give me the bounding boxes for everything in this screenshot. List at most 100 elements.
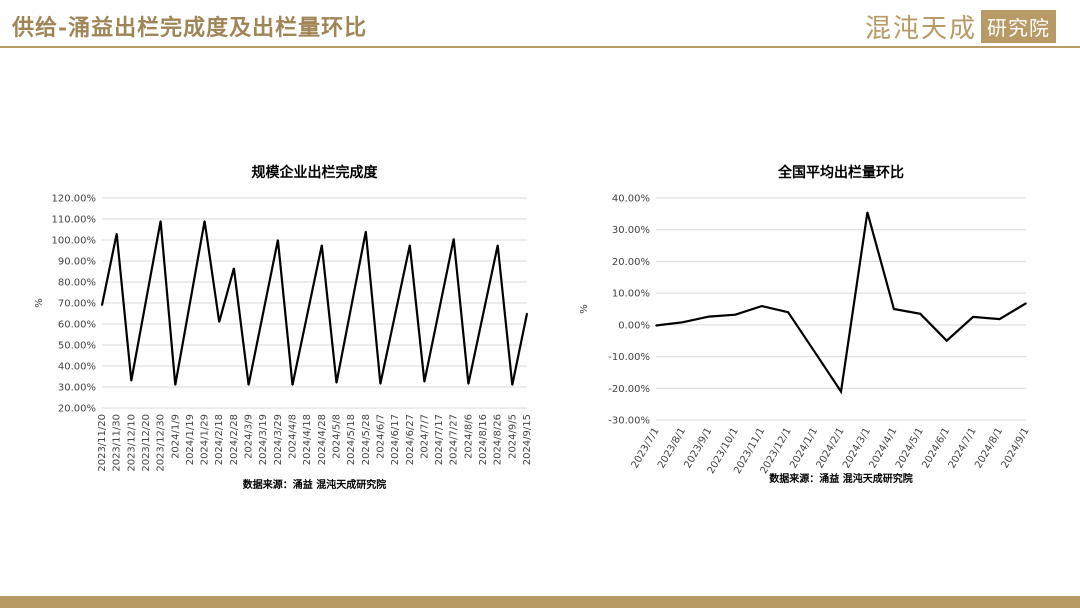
data-point [813, 351, 816, 353]
data-point [467, 383, 470, 385]
x-tick-label: 2024/6/27 [405, 414, 416, 465]
data-point [998, 318, 1001, 320]
x-tick-label: 2024/6/17 [390, 414, 401, 465]
brand-logo: 混沌天成 研究院 [865, 8, 1056, 45]
y-tick-label: 60.00% [58, 320, 96, 331]
x-tick-label: 2023/12/30 [156, 414, 167, 472]
y-tick-label: 30.00% [58, 383, 96, 394]
chart-title: 规模企业出栏完成度 [252, 164, 379, 181]
x-tick-label: 2024/2/18 [214, 414, 225, 465]
y-tick-label: 50.00% [58, 341, 96, 352]
data-point [734, 313, 737, 316]
series-line [655, 212, 1027, 395]
output-mom-chart: 全国平均出栏量环比 -30.00% -20.00% -10.00% 0.00% 10.00… [579, 164, 1032, 485]
data-point [379, 383, 382, 385]
data-point [233, 267, 235, 270]
data-point [945, 339, 948, 342]
data-point [291, 384, 294, 386]
x-tick-label: 2024/4/28 [317, 414, 328, 465]
y-tick-label: 0.00% [618, 320, 650, 331]
data-point [972, 316, 974, 318]
data-point [1025, 302, 1027, 305]
y-tick-label: 70.00% [58, 299, 96, 310]
x-tick-label: 2024/8/16 [478, 414, 489, 465]
data-point [203, 220, 206, 222]
x-tick-label: 2024/8/26 [493, 414, 504, 465]
y-tick-label: 20.00% [612, 257, 650, 268]
y-tick-label: -30.00% [608, 416, 650, 427]
x-tick-label: 2024/3/29 [273, 414, 284, 465]
data-point [218, 321, 221, 323]
x-tick-label: 2024/1/19 [185, 414, 196, 465]
data-point [452, 238, 455, 240]
data-point [840, 390, 842, 393]
x-tick-label: 2024/4/18 [302, 414, 313, 465]
data-point [115, 232, 118, 235]
data-point [130, 379, 133, 382]
page-title: 供给-涌益出栏完成度及出栏量环比 [12, 15, 368, 41]
x-tick-label: 2024/1/9 [170, 414, 181, 459]
x-tick-label: 2024/7/17 [434, 414, 445, 465]
x-tick-label: 2024/6/7 [375, 414, 386, 459]
data-point [277, 239, 279, 241]
source-note: 数据来源：涌益 混沌天成研究院 [769, 472, 912, 485]
y-tick-label: 30.00% [612, 225, 650, 236]
data-point [496, 244, 499, 247]
data-point [866, 211, 869, 214]
x-tick-label: 2023/11/20 [97, 414, 108, 472]
data-point [511, 384, 514, 386]
header-divider [0, 46, 1080, 48]
chart-title: 全国平均出栏量环比 [777, 164, 904, 181]
y-axis-label: % [34, 298, 45, 308]
footer-bar [0, 596, 1080, 608]
data-point [760, 305, 763, 307]
data-point [423, 380, 426, 383]
x-tick-label: 2023/12/10 [126, 414, 137, 472]
data-point [787, 311, 789, 313]
x-tick-label: 2024/1/29 [200, 414, 211, 465]
y-tick-label: -20.00% [608, 384, 650, 395]
data-point [321, 244, 323, 247]
x-tick-label: 2024/5/28 [361, 414, 372, 465]
data-point [655, 324, 657, 327]
data-point [526, 312, 528, 315]
data-point [101, 304, 103, 306]
y-tick-label: 40.00% [58, 362, 96, 373]
data-point [681, 321, 684, 324]
data-point [335, 382, 338, 384]
data-point [174, 384, 177, 386]
data-point [893, 308, 895, 310]
data-point [919, 312, 922, 315]
y-tick-label: 10.00% [612, 289, 650, 300]
y-tick-label: 20.00% [58, 404, 96, 415]
x-tick-label: 2024/2/28 [229, 414, 240, 465]
y-tick-label: 120.00% [52, 194, 97, 205]
y-tick-label: 40.00% [612, 194, 650, 205]
data-point [408, 244, 411, 247]
x-tick-label: 2024/3/19 [258, 414, 269, 465]
completion-rate-chart: 规模企业出栏完成度 20.00% 30.00% 40.00% 50.00% 60.00% 7… [34, 164, 533, 491]
data-point [364, 230, 367, 233]
y-tick-label: 90.00% [58, 257, 96, 268]
x-tick-label: 2024/5/18 [346, 414, 357, 465]
logo-badge: 研究院 [981, 10, 1056, 43]
data-point [708, 315, 710, 318]
y-tick-label: 110.00% [52, 215, 97, 226]
x-tick-label: 2024/4/8 [288, 414, 299, 459]
x-tick-label: 2024/3/9 [244, 414, 255, 459]
source-note: 数据来源：涌益 混沌天成研究院 [243, 478, 386, 491]
y-tick-label: 80.00% [58, 278, 96, 289]
x-tick-label: 2024/7/27 [449, 414, 460, 465]
y-axis-label: % [579, 304, 590, 314]
y-tick-label: -10.00% [608, 352, 650, 363]
x-tick-label: 2023/11/30 [112, 414, 123, 472]
logo-text: 混沌天成 [864, 14, 977, 44]
x-tick-label: 2024/5/8 [331, 414, 342, 459]
x-tick-label: 2023/12/20 [141, 414, 152, 472]
y-tick-label: 100.00% [52, 236, 97, 247]
x-tick-label: 2024/7/7 [419, 414, 430, 459]
x-tick-label: 2024/9/15 [522, 414, 533, 465]
x-tick-label: 2024/9/5 [507, 414, 518, 459]
series-line [100, 220, 529, 386]
data-point [159, 220, 162, 222]
